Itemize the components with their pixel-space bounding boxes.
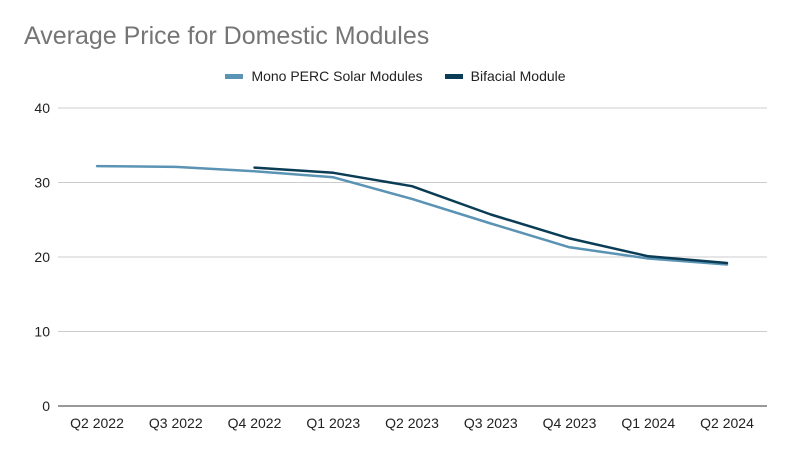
legend: Mono PERC Solar Modules Bifacial Module — [0, 66, 791, 86]
legend-label-mono-perc: Mono PERC Solar Modules — [251, 68, 423, 84]
series-line-bifacial — [253, 166, 729, 265]
chart-title: Average Price for Domestic Modules — [24, 22, 430, 50]
x-tick-label-q3-2022: Q3 2022 — [149, 415, 203, 431]
x-tick-label-q1-2023: Q1 2023 — [306, 415, 360, 431]
y-tick-label-10: 10 — [34, 324, 50, 340]
x-tick-label-q2-2023: Q2 2023 — [385, 415, 439, 431]
y-tick-label-40: 40 — [34, 100, 50, 116]
legend-label-bifacial: Bifacial Module — [470, 68, 566, 84]
legend-item-mono-perc: Mono PERC Solar Modules — [225, 68, 423, 84]
x-tick-label-q1-2024: Q1 2024 — [621, 415, 675, 431]
x-tick-label-q3-2023: Q3 2023 — [464, 415, 518, 431]
legend-swatch-mono-perc — [225, 73, 244, 79]
x-tick-label-q2-2024: Q2 2024 — [700, 415, 754, 431]
legend-swatch-bifacial — [444, 73, 463, 79]
x-tick-label-q2-2022: Q2 2022 — [70, 415, 124, 431]
x-tick-label-q4-2022: Q4 2022 — [228, 415, 282, 431]
series-line-mono-perc — [95, 164, 729, 266]
y-tick-label-30: 30 — [34, 175, 50, 191]
legend-item-bifacial: Bifacial Module — [444, 68, 566, 84]
y-tick-label-20: 20 — [34, 249, 50, 265]
y-tick-label-0: 0 — [42, 398, 50, 414]
x-tick-label-q4-2023: Q4 2023 — [543, 415, 597, 431]
